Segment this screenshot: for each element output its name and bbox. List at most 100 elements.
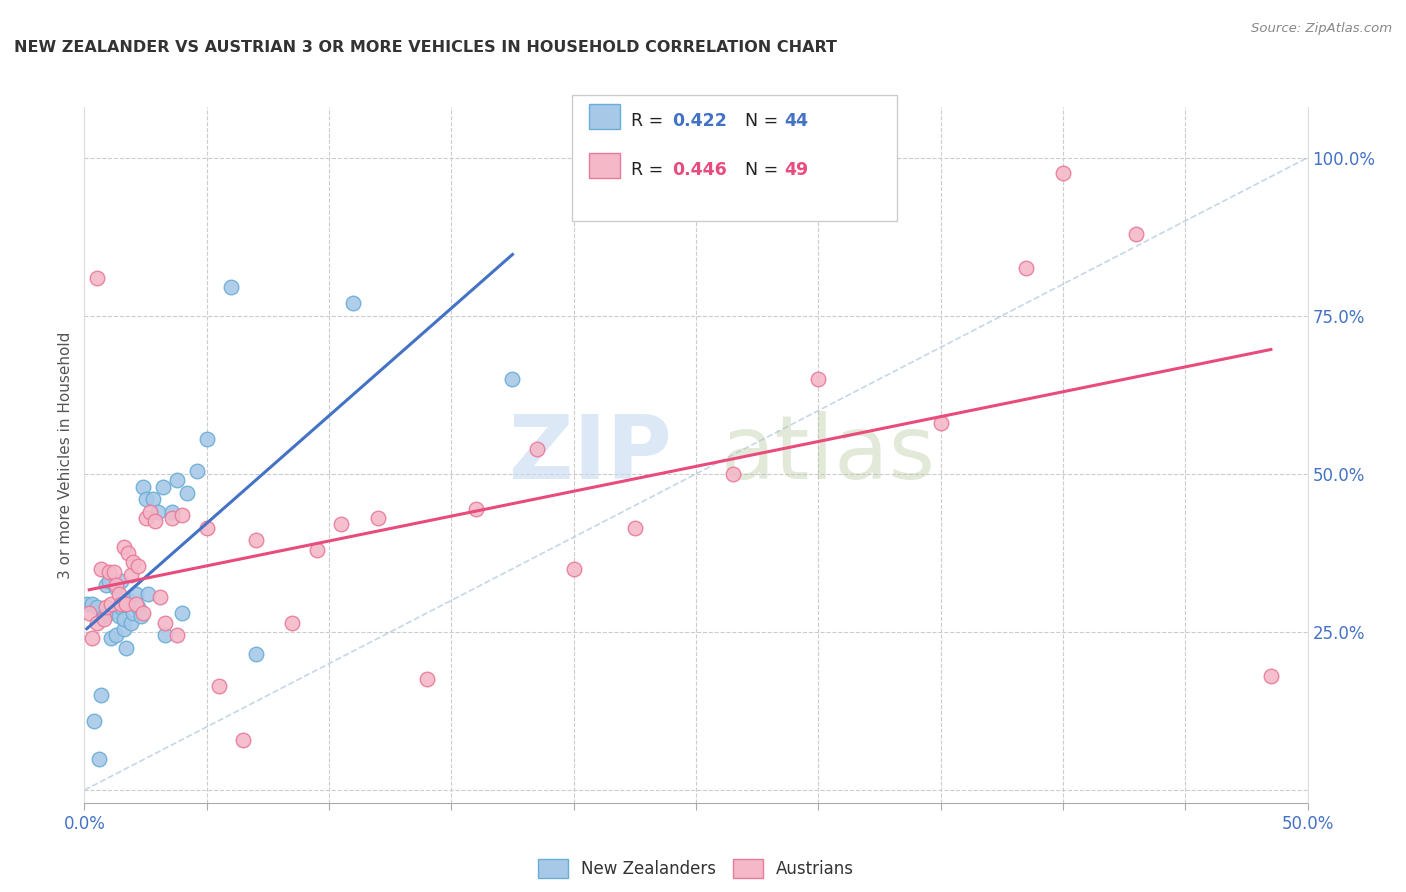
Point xyxy=(195,521,218,535)
Point xyxy=(112,612,135,626)
Point xyxy=(127,599,149,614)
Point xyxy=(562,562,585,576)
Point xyxy=(87,751,110,765)
Text: 0.422: 0.422 xyxy=(672,112,727,129)
Point xyxy=(107,587,129,601)
Point xyxy=(115,640,138,655)
Point xyxy=(624,521,647,535)
Point xyxy=(86,599,108,614)
Point xyxy=(172,606,194,620)
Point xyxy=(90,688,112,702)
Point xyxy=(93,609,115,624)
Point xyxy=(1260,669,1282,683)
Point xyxy=(112,622,135,636)
Point xyxy=(136,587,159,601)
Point xyxy=(721,467,744,481)
Point xyxy=(112,540,135,554)
Point xyxy=(245,647,267,661)
Point xyxy=(105,628,128,642)
Point xyxy=(110,599,132,614)
Point xyxy=(125,597,148,611)
Text: N =: N = xyxy=(745,161,785,178)
Point xyxy=(162,511,184,525)
Point xyxy=(162,505,184,519)
Point xyxy=(120,568,142,582)
Point xyxy=(142,492,165,507)
Point xyxy=(807,372,830,386)
Point xyxy=(105,581,128,595)
Point xyxy=(139,505,162,519)
Point xyxy=(103,565,125,579)
Point xyxy=(97,574,120,589)
Point xyxy=(115,597,138,611)
Point xyxy=(143,514,166,528)
Point xyxy=(120,615,142,630)
Point xyxy=(127,558,149,573)
Point xyxy=(122,556,145,570)
Point xyxy=(93,612,115,626)
Text: atlas: atlas xyxy=(720,411,935,499)
Legend: New Zealanders, Austrians: New Zealanders, Austrians xyxy=(531,853,860,885)
Point xyxy=(176,486,198,500)
Point xyxy=(125,587,148,601)
Point xyxy=(1015,261,1038,276)
Point xyxy=(153,615,176,630)
Point xyxy=(110,597,132,611)
Point xyxy=(416,673,439,687)
Text: ZIP: ZIP xyxy=(509,411,672,499)
Point xyxy=(110,574,132,589)
Point xyxy=(149,591,172,605)
Point xyxy=(208,679,231,693)
Point xyxy=(90,562,112,576)
Point xyxy=(245,533,267,548)
Text: R =: R = xyxy=(631,161,669,178)
Point xyxy=(153,628,176,642)
Point xyxy=(1125,227,1147,241)
Point xyxy=(186,464,208,478)
Point xyxy=(305,542,328,557)
Point xyxy=(100,632,122,646)
Point xyxy=(132,479,155,493)
Text: R =: R = xyxy=(631,112,669,129)
Point xyxy=(166,628,188,642)
Point xyxy=(97,606,120,620)
Point xyxy=(97,565,120,579)
Point xyxy=(129,609,152,624)
Point xyxy=(330,517,353,532)
Point xyxy=(117,546,139,560)
Point xyxy=(464,501,486,516)
Point xyxy=(115,597,138,611)
Point xyxy=(135,511,157,525)
Point xyxy=(117,593,139,607)
Point xyxy=(232,732,254,747)
Text: 49: 49 xyxy=(785,161,808,178)
Point xyxy=(86,615,108,630)
Point xyxy=(342,296,364,310)
Point xyxy=(172,508,194,522)
Point xyxy=(100,597,122,611)
Point xyxy=(107,609,129,624)
Point xyxy=(122,606,145,620)
Point xyxy=(281,615,304,630)
Point xyxy=(103,603,125,617)
Point xyxy=(526,442,548,456)
Point xyxy=(929,417,952,431)
Point xyxy=(166,473,188,487)
Point xyxy=(1052,166,1074,180)
Point xyxy=(76,597,98,611)
Point xyxy=(502,372,524,386)
Point xyxy=(195,432,218,446)
Point xyxy=(152,479,174,493)
Y-axis label: 3 or more Vehicles in Household: 3 or more Vehicles in Household xyxy=(58,331,73,579)
Point xyxy=(96,577,118,591)
Point xyxy=(367,511,389,525)
Point xyxy=(86,270,108,285)
Point xyxy=(83,714,105,728)
Point xyxy=(135,492,157,507)
Text: N =: N = xyxy=(745,112,785,129)
Text: 0.446: 0.446 xyxy=(672,161,727,178)
Text: Source: ZipAtlas.com: Source: ZipAtlas.com xyxy=(1251,22,1392,36)
Point xyxy=(96,599,118,614)
Point xyxy=(80,632,103,646)
Point xyxy=(80,597,103,611)
